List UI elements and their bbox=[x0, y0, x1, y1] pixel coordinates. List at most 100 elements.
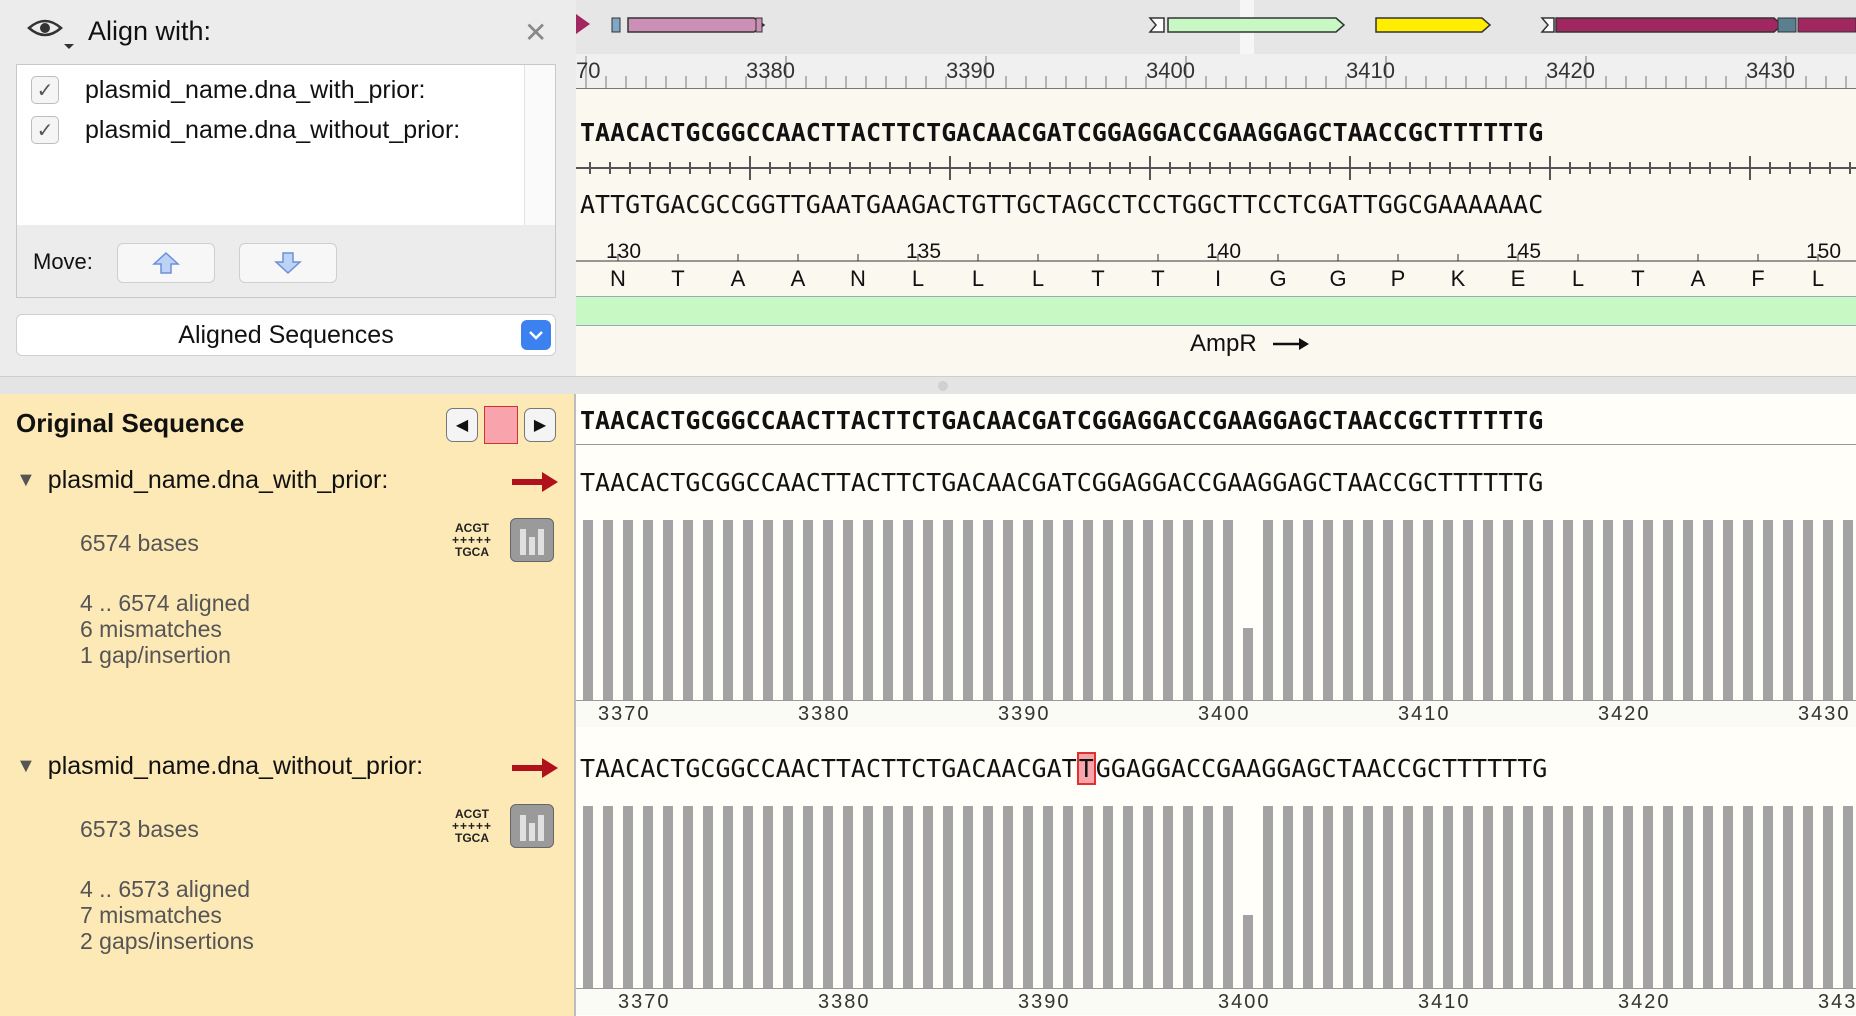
arrow-up-icon bbox=[152, 251, 180, 274]
disclosure-triangle-icon[interactable]: ▼ bbox=[16, 469, 36, 491]
move-label: Move: bbox=[33, 249, 93, 274]
quality-bar bbox=[1443, 806, 1453, 988]
quality-bar bbox=[1763, 520, 1773, 700]
quality-bar bbox=[663, 806, 673, 988]
mismatch-color-swatch[interactable] bbox=[484, 406, 518, 444]
top-strand-sequence[interactable]: TAACACTGCGGCCAACTTACTTCTGACAACGATCGGAGGA… bbox=[580, 118, 1544, 147]
ruler-label: 3420 bbox=[1546, 58, 1595, 83]
ruler-label: 3390 bbox=[946, 58, 995, 83]
sequence-name: plasmid_name.dna_without_prior: bbox=[47, 752, 424, 780]
eye-icon[interactable] bbox=[26, 14, 76, 50]
arrow-right-icon bbox=[512, 758, 558, 778]
quality-bar bbox=[1663, 806, 1673, 988]
aligned-sequence[interactable]: TAACACTGCGGCCAACTTACTTCTGACAACGATTGGAGGA… bbox=[580, 752, 1548, 785]
alignment-ruler: 3370 3380 3390 3400 3410 3420 3430 bbox=[576, 700, 1856, 727]
acgt-bottom: TGCA bbox=[455, 831, 490, 845]
feature-arrows bbox=[576, 0, 1856, 54]
quality-bar bbox=[1243, 915, 1253, 988]
quality-bar bbox=[1403, 806, 1413, 988]
list-scrollbar[interactable] bbox=[524, 65, 555, 225]
feature-arrow bbox=[576, 14, 590, 34]
dropdown-value: Aligned Sequences bbox=[178, 320, 394, 349]
quality-bar bbox=[1143, 520, 1153, 700]
quality-bar bbox=[1363, 806, 1373, 988]
quality-bar bbox=[1743, 520, 1753, 700]
divider-handle[interactable] bbox=[938, 381, 948, 391]
ampr-feature-bar[interactable] bbox=[576, 296, 1856, 326]
next-mismatch-button[interactable]: ▶ bbox=[524, 408, 556, 442]
ruler-label: 3430 bbox=[1798, 703, 1851, 725]
original-sequence[interactable]: TAACACTGCGGCCAACTTACTTCTGACAACGATCGGAGGA… bbox=[580, 406, 1544, 435]
list-item[interactable]: ✓ plasmid_name.dna_with_prior: bbox=[31, 71, 425, 109]
quality-bar bbox=[1083, 806, 1093, 988]
aa-position: 130 bbox=[606, 240, 642, 263]
quality-bar bbox=[1543, 806, 1553, 988]
acgt-icon[interactable]: ACGT +++++ TGCA bbox=[452, 521, 493, 559]
original-sequence-title: Original Sequence bbox=[16, 408, 245, 438]
quality-bar bbox=[1163, 806, 1173, 988]
amino-acid-ruler: 130 135 140 145 150 bbox=[576, 240, 1856, 263]
alignment-view: TAACACTGCGGCCAACTTACTTCTGACAACGATCGGAGGA… bbox=[576, 394, 1856, 1016]
move-up-button[interactable] bbox=[117, 243, 215, 283]
quality-bar bbox=[863, 806, 873, 988]
aligned-sequence[interactable]: TAACACTGCGGCCAACTTACTTCTGACAACGATCGGAGGA… bbox=[580, 468, 1543, 497]
quality-bar bbox=[703, 520, 713, 700]
amino-acid-letter: T bbox=[1091, 266, 1105, 291]
sequence-text: GGAGGACCGAAGGAGCTAACCGCTTTTTTG bbox=[1095, 754, 1548, 783]
quality-bar bbox=[1783, 520, 1793, 700]
quality-bar bbox=[1583, 520, 1593, 700]
quality-bar bbox=[963, 806, 973, 988]
quality-bar bbox=[883, 806, 893, 988]
list-item[interactable]: ✓ plasmid_name.dna_without_prior: bbox=[31, 111, 460, 149]
quality-bar bbox=[923, 520, 933, 700]
quality-bar bbox=[1683, 806, 1693, 988]
quality-bar bbox=[1723, 806, 1733, 988]
chromatogram-icon[interactable] bbox=[510, 804, 554, 848]
mismatch-base[interactable]: T bbox=[1076, 752, 1096, 785]
quality-bar bbox=[1683, 520, 1693, 700]
chevron-down-icon[interactable] bbox=[521, 320, 551, 350]
sequence-header[interactable]: ▼ plasmid_name.dna_without_prior: bbox=[16, 752, 423, 781]
quality-bar bbox=[623, 806, 633, 988]
checkbox[interactable]: ✓ bbox=[31, 76, 59, 104]
ruler-label: 3410 bbox=[1398, 703, 1451, 725]
acgt-icon[interactable]: ACGT +++++ TGCA bbox=[452, 807, 493, 845]
amino-acid-letter: A bbox=[790, 266, 806, 291]
aligned-range: 4 .. 6573 aligned bbox=[80, 876, 251, 902]
quality-bar bbox=[823, 806, 833, 988]
split-view-divider[interactable] bbox=[0, 376, 1856, 396]
quality-bar bbox=[1143, 806, 1153, 988]
quality-bar bbox=[1243, 628, 1253, 700]
ruler-label: 3400 bbox=[1146, 58, 1195, 83]
close-icon[interactable]: ✕ bbox=[524, 17, 548, 48]
quality-bar bbox=[1523, 520, 1533, 700]
ruler-label: 3370 bbox=[598, 703, 651, 725]
arrow-right-icon bbox=[1272, 338, 1309, 350]
quality-bar bbox=[643, 520, 653, 700]
quality-bar bbox=[1843, 520, 1853, 700]
quality-bar bbox=[703, 806, 713, 988]
checkbox[interactable]: ✓ bbox=[31, 116, 59, 144]
quality-bar bbox=[863, 520, 873, 700]
amino-acid-letter: A bbox=[730, 266, 746, 291]
amino-acid-letter: N bbox=[610, 266, 626, 291]
bottom-strand-sequence[interactable]: ATTGTGACGCCGGTTGAATGAAGACTGTTGCTAGCCTCCT… bbox=[580, 190, 1544, 219]
quality-bar bbox=[723, 806, 733, 988]
quality-bar bbox=[1583, 806, 1593, 988]
amino-acid-letter: L bbox=[911, 266, 925, 291]
previous-mismatch-button[interactable]: ◀ bbox=[446, 408, 478, 442]
aa-position: 145 bbox=[1506, 240, 1542, 263]
sequence-header[interactable]: ▼ plasmid_name.dna_with_prior: bbox=[16, 466, 388, 495]
quality-bar bbox=[1603, 520, 1613, 700]
ampr-feature-label[interactable]: AmpR bbox=[1190, 330, 1311, 358]
quality-bar bbox=[1323, 520, 1333, 700]
quality-bar bbox=[1423, 806, 1433, 988]
view-mode-dropdown[interactable]: Aligned Sequences bbox=[16, 314, 556, 356]
move-controls: Move: bbox=[16, 225, 556, 298]
chromatogram-icon[interactable] bbox=[510, 518, 554, 562]
quality-bar bbox=[1003, 806, 1013, 988]
base-count: 6573 bases bbox=[80, 816, 199, 842]
disclosure-triangle-icon[interactable]: ▼ bbox=[16, 755, 36, 777]
quality-bar bbox=[643, 806, 653, 988]
move-down-button[interactable] bbox=[239, 243, 337, 283]
